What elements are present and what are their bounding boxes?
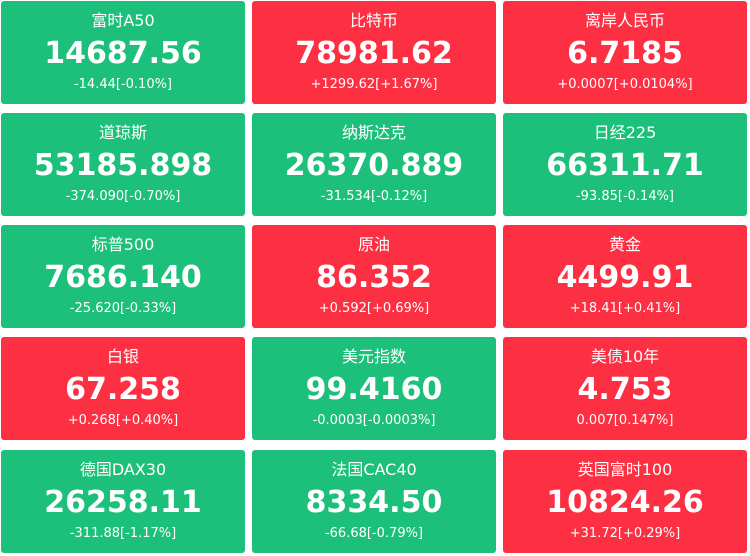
quote-tile[interactable]: 黄金 4499.91 +18.41[+0.41%]	[503, 225, 747, 328]
quote-tile[interactable]: 美元指数 99.4160 -0.0003[-0.0003%]	[252, 337, 496, 440]
quote-tile[interactable]: 原油 86.352 +0.592[+0.69%]	[252, 225, 496, 328]
quote-price: 6.7185	[567, 36, 683, 71]
quote-name: 日经225	[593, 123, 657, 142]
quote-name: 白银	[106, 347, 139, 366]
quote-tile[interactable]: 法国CAC40 8334.50 -66.68[-0.79%]	[252, 450, 496, 553]
quote-price: 86.352	[316, 260, 432, 295]
quote-change: -0.0003[-0.0003%]	[312, 413, 436, 428]
quote-change: 0.007[0.147%]	[576, 413, 674, 428]
quote-change: -374.090[-0.70%]	[65, 189, 181, 204]
quote-change: +31.72[+0.29%]	[569, 526, 681, 541]
quote-tile[interactable]: 富时A50 14687.56 -14.44[-0.10%]	[1, 1, 245, 104]
quote-tile[interactable]: 标普500 7686.140 -25.620[-0.33%]	[1, 225, 245, 328]
quote-price: 10824.26	[546, 485, 704, 520]
quote-price: 14687.56	[44, 36, 202, 71]
quote-change: -311.88[-1.17%]	[69, 526, 177, 541]
quote-name: 法国CAC40	[331, 460, 417, 479]
quote-change: -31.534[-0.12%]	[320, 189, 428, 204]
quote-price: 78981.62	[295, 36, 453, 71]
quote-price: 66311.71	[546, 148, 704, 183]
quote-tile[interactable]: 日经225 66311.71 -93.85[-0.14%]	[503, 113, 747, 216]
quote-name: 离岸人民币	[584, 11, 665, 30]
quote-tile[interactable]: 道琼斯 53185.898 -374.090[-0.70%]	[1, 113, 245, 216]
quote-name: 美元指数	[341, 347, 406, 366]
quote-price: 7686.140	[44, 260, 202, 295]
quote-price: 67.258	[65, 372, 181, 407]
quote-price: 26258.11	[44, 485, 202, 520]
quote-price: 53185.898	[33, 148, 213, 183]
quote-price: 4.753	[577, 372, 673, 407]
quote-name: 纳斯达克	[341, 123, 406, 142]
quote-change: +0.268[+0.40%]	[67, 413, 179, 428]
quote-name: 原油	[357, 235, 390, 254]
quote-name: 道琼斯	[98, 123, 147, 142]
quote-change: +18.41[+0.41%]	[569, 301, 681, 316]
quote-name: 比特币	[349, 11, 398, 30]
quote-price: 26370.889	[284, 148, 464, 183]
quote-name: 美债10年	[590, 347, 660, 366]
quote-tile[interactable]: 纳斯达克 26370.889 -31.534[-0.12%]	[252, 113, 496, 216]
quote-price: 8334.50	[305, 485, 443, 520]
quote-name: 富时A50	[91, 11, 155, 30]
quote-price: 99.4160	[305, 372, 443, 407]
quote-price: 4499.91	[556, 260, 694, 295]
quote-tile[interactable]: 离岸人民币 6.7185 +0.0007[+0.0104%]	[503, 1, 747, 104]
quote-change: -25.620[-0.33%]	[69, 301, 177, 316]
quote-tile[interactable]: 德国DAX30 26258.11 -311.88[-1.17%]	[1, 450, 245, 553]
quote-tile[interactable]: 英国富时100 10824.26 +31.72[+0.29%]	[503, 450, 747, 553]
quote-tile[interactable]: 美债10年 4.753 0.007[0.147%]	[503, 337, 747, 440]
quote-change: -93.85[-0.14%]	[575, 189, 675, 204]
quote-change: +0.592[+0.69%]	[318, 301, 430, 316]
quote-name: 标普500	[91, 235, 155, 254]
quote-change: +0.0007[+0.0104%]	[557, 77, 693, 92]
quote-change: -14.44[-0.10%]	[73, 77, 173, 92]
quote-name: 英国富时100	[577, 460, 673, 479]
quote-change: -66.68[-0.79%]	[324, 526, 424, 541]
quote-change: +1299.62[+1.67%]	[310, 77, 438, 92]
quote-name: 德国DAX30	[79, 460, 167, 479]
quote-tile[interactable]: 白银 67.258 +0.268[+0.40%]	[1, 337, 245, 440]
quote-name: 黄金	[608, 235, 641, 254]
quote-tile[interactable]: 比特币 78981.62 +1299.62[+1.67%]	[252, 1, 496, 104]
